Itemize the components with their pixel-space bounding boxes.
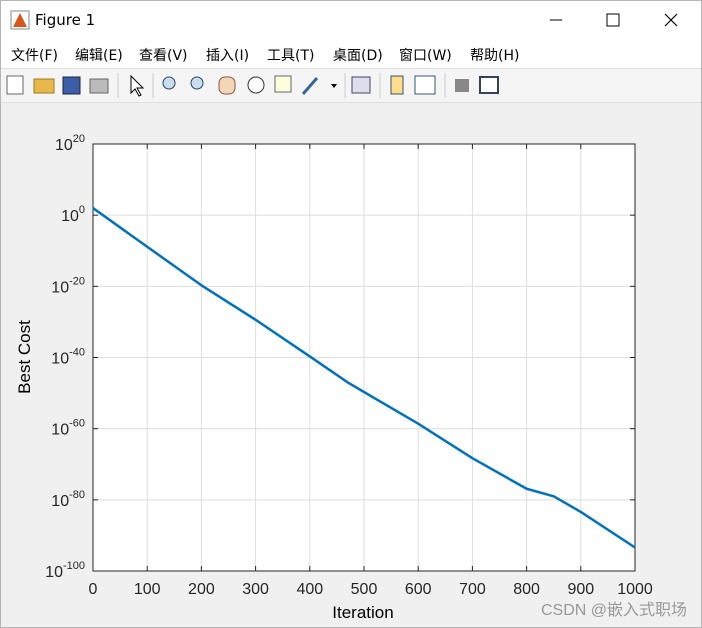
x-tick-label: 600: [405, 581, 432, 598]
x-tick-label: 400: [296, 581, 323, 598]
hide-tools-button[interactable]: [455, 79, 469, 92]
toolbar: [1, 68, 701, 103]
data-line: [92, 207, 636, 549]
menu-item[interactable]: 桌面(D): [333, 48, 383, 64]
menu-bar: 文件(F) 编辑(E) 查看(V) 插入(I) 工具(T) 桌面(D) 窗口(W…: [1, 39, 701, 68]
new-button[interactable]: [6, 75, 24, 95]
y-tick-label: 100: [61, 204, 85, 225]
menu-item[interactable]: 插入(I): [206, 48, 250, 64]
axes-box: [92, 143, 636, 572]
open-button[interactable]: [33, 78, 55, 94]
title-icons: [10, 10, 678, 30]
colorbar-button[interactable]: [390, 75, 404, 95]
menu-item[interactable]: 查看(V): [139, 48, 188, 64]
brush-button[interactable]: [301, 77, 319, 95]
zoom-out-button[interactable]: [190, 76, 204, 90]
x-tick-label: 300: [242, 581, 269, 598]
x-tick-label: 1000: [617, 581, 653, 598]
x-tick-label: 200: [188, 581, 215, 598]
toolbar-icons: [6, 73, 499, 98]
menu-item[interactable]: 工具(T): [267, 48, 315, 64]
maximize-button[interactable]: [606, 13, 620, 27]
x-tick-label: 700: [459, 581, 486, 598]
show-tools-button[interactable]: [479, 76, 499, 94]
print-button[interactable]: [89, 78, 109, 94]
y-tick-label: 1020: [55, 133, 85, 154]
x-tick-label: 0: [89, 581, 98, 598]
y-tick-label: 10-80: [51, 489, 85, 510]
x-tick-label: 900: [567, 581, 594, 598]
x-axis-label: Iteration: [332, 603, 393, 622]
datatip-button[interactable]: [274, 75, 292, 93]
x-tick-label: 800: [513, 581, 540, 598]
y-tick-label: 10-40: [51, 347, 85, 368]
rotate-button[interactable]: [247, 76, 265, 94]
window-title: Figure 1: [35, 11, 96, 29]
y-axis-label: Best Cost: [15, 320, 34, 394]
save-button[interactable]: [62, 76, 81, 95]
menu-item[interactable]: 文件(F): [11, 48, 58, 64]
x-tick-label: 100: [134, 581, 161, 598]
close-button[interactable]: [664, 13, 678, 27]
y-tick-label: 10-100: [45, 560, 85, 581]
pan-button[interactable]: [218, 76, 236, 95]
menu-item[interactable]: 编辑(E): [75, 48, 123, 64]
x-tick-label: 500: [351, 581, 378, 598]
brush-menu[interactable]: [331, 84, 337, 88]
app-icon-shape: [13, 13, 27, 27]
link-button[interactable]: [351, 76, 371, 94]
menu-item[interactable]: 窗口(W): [399, 48, 452, 64]
y-tick-label: 10-20: [51, 275, 85, 296]
legend-button[interactable]: [414, 75, 436, 95]
title-bar: Figure 1: [1, 1, 701, 39]
select-button[interactable]: [130, 74, 145, 97]
zoom-in-button[interactable]: [162, 76, 176, 90]
watermark: CSDN @嵌入式职场: [541, 601, 687, 619]
y-tick-label: 10-60: [51, 418, 85, 439]
menu-item[interactable]: 帮助(H): [470, 48, 520, 64]
